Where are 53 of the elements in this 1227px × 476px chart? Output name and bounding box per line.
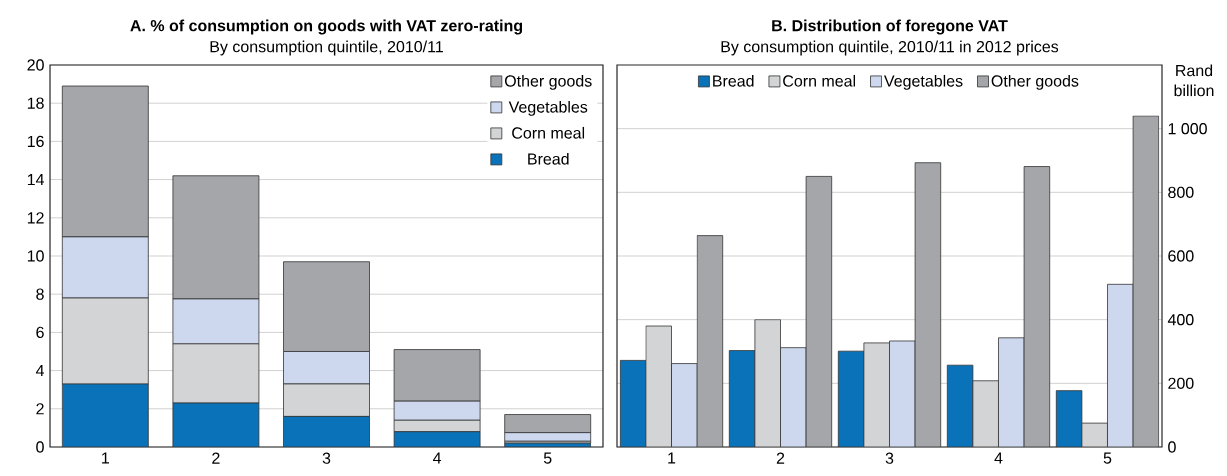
- x-tick-label: 5: [1103, 452, 1112, 464]
- y-tick-label: 8: [36, 288, 44, 300]
- chart-subtitle: By consumption quintile, 2010/11 in 2012 prices: [721, 40, 1059, 56]
- bar: [62, 383, 149, 447]
- chart-subtitle: By consumption quintile, 2010/11: [210, 40, 443, 56]
- x-tick-label: 3: [885, 452, 894, 464]
- legend-label: Corn meal: [512, 126, 585, 139]
- y-tick-label: 400: [1167, 314, 1194, 326]
- legend-label: Vegetables: [508, 100, 588, 116]
- chart-title: A. % of consumption on goods with VAT zero-rating: [130, 19, 523, 35]
- bar: [998, 337, 1025, 447]
- y-tick-label: 0: [1168, 441, 1176, 453]
- bar: [889, 340, 916, 447]
- legend-label: Other goods: [991, 74, 1079, 90]
- x-tick-label: 4: [433, 452, 442, 464]
- bar: [780, 347, 807, 447]
- bar: [946, 364, 974, 447]
- y-tick-label: 200: [1168, 377, 1194, 389]
- bar: [728, 350, 756, 447]
- bar: [619, 360, 647, 447]
- x-tick-label: 5: [543, 452, 552, 464]
- y-tick-label: 12: [27, 212, 44, 224]
- y-tick-label: 20: [27, 59, 44, 71]
- y-tick-label: 4: [35, 365, 45, 377]
- legend-label: Vegetables: [883, 74, 963, 90]
- y-tick-label: 16: [27, 135, 44, 148]
- y-tick-label: 1 000: [1168, 123, 1207, 135]
- legend-label: Bread: [713, 74, 754, 87]
- x-tick-label: 2: [212, 452, 220, 464]
- bar: [1107, 283, 1134, 447]
- x-tick-label: 3: [322, 452, 331, 464]
- y-tick-label: 600: [1168, 250, 1194, 262]
- y-tick-label: 6: [36, 326, 44, 339]
- y-tick-label: 10: [27, 250, 44, 262]
- bar: [172, 403, 259, 447]
- y-tick-label: 800: [1168, 186, 1194, 198]
- y-axis-title: Rand billion: [1174, 64, 1214, 97]
- x-tick-label: 4: [994, 452, 1003, 464]
- y-tick-label: 0: [36, 441, 44, 453]
- bar: [671, 363, 698, 447]
- bar: [1055, 390, 1083, 447]
- legend-label: Corn meal: [783, 74, 856, 87]
- legend-label: Bread: [528, 152, 569, 165]
- y-tick-label: 14: [27, 174, 44, 186]
- x-tick-label: 1: [668, 452, 676, 464]
- chart-title: B. Distribution of foregone VAT: [772, 19, 1008, 35]
- x-tick-label: 2: [776, 452, 785, 464]
- bar: [283, 416, 370, 447]
- y-tick-label: 2: [36, 403, 44, 415]
- bar: [837, 350, 865, 447]
- x-tick-label: 1: [102, 452, 109, 464]
- legend-label: Other goods: [504, 74, 592, 90]
- y-tick-label: 18: [27, 97, 44, 109]
